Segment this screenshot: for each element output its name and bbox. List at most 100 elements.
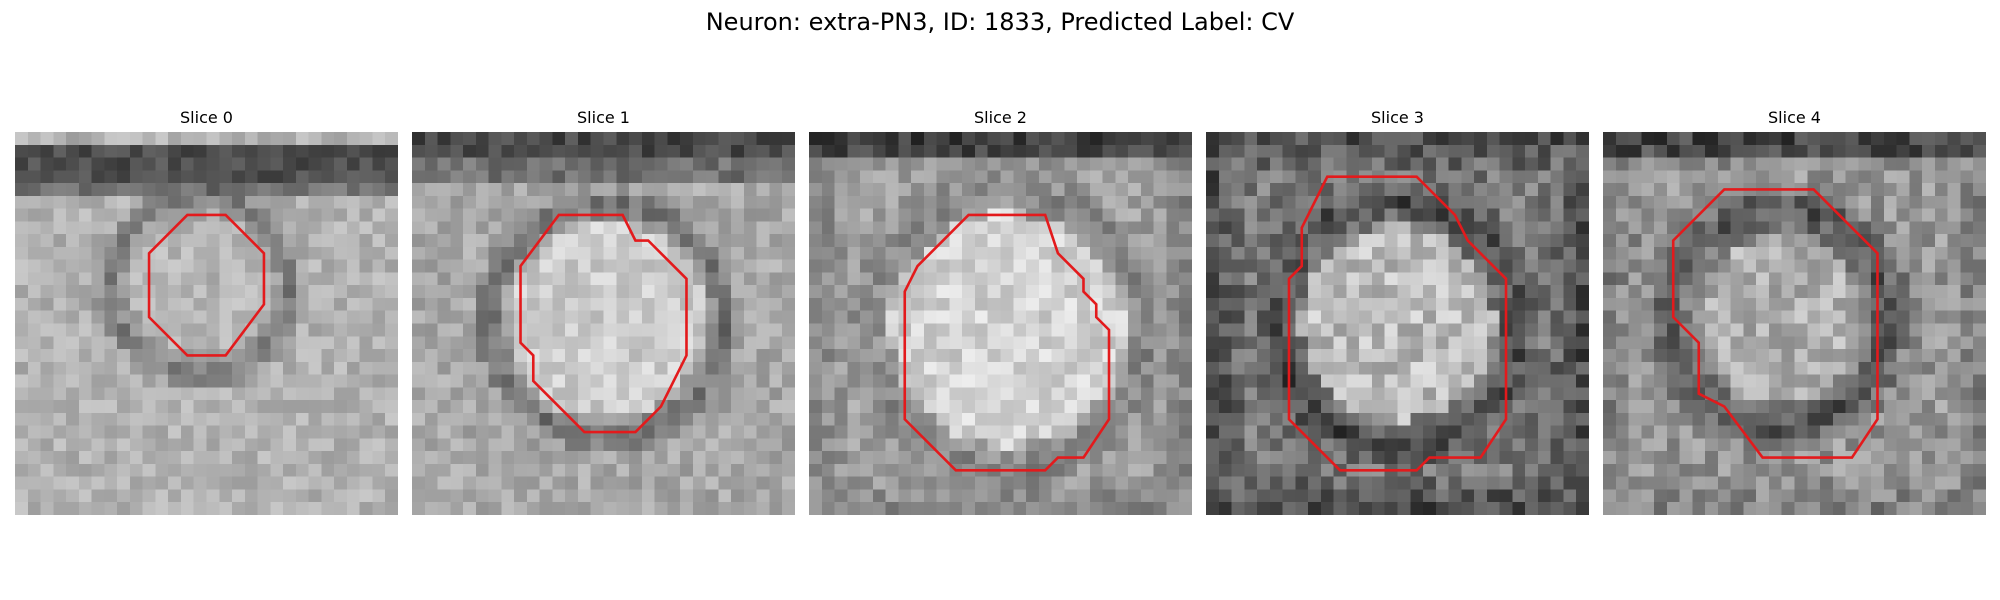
image-pixel	[1206, 323, 1220, 337]
image-pixel	[1244, 412, 1258, 426]
image-pixel	[1371, 272, 1385, 286]
image-pixel	[949, 489, 963, 503]
image-pixel	[1922, 259, 1936, 273]
image-pixel	[1845, 489, 1859, 503]
image-pixel	[475, 297, 489, 311]
image-pixel	[692, 400, 706, 414]
image-pixel	[283, 349, 297, 363]
image-pixel	[488, 195, 502, 209]
image-pixel	[1550, 208, 1564, 222]
image-pixel	[40, 451, 54, 465]
image-pixel	[1102, 157, 1116, 171]
image-pixel	[1960, 259, 1974, 273]
image-pixel	[501, 361, 515, 375]
image-pixel	[463, 157, 477, 171]
image-pixel	[1692, 463, 1706, 477]
image-pixel	[1679, 132, 1693, 146]
image-pixel	[1077, 336, 1091, 350]
image-pixel	[1423, 272, 1437, 286]
image-pixel	[1922, 285, 1936, 299]
image-pixel	[1295, 412, 1309, 426]
image-pixel	[641, 323, 655, 337]
image-pixel	[27, 183, 41, 197]
image-pixel	[911, 132, 925, 146]
image-pixel	[206, 412, 220, 426]
image-pixel	[809, 157, 823, 171]
image-pixel	[911, 476, 925, 490]
image-pixel	[1883, 489, 1897, 503]
image-pixel	[1909, 246, 1923, 260]
image-pixel	[1654, 451, 1668, 465]
image-pixel	[1013, 425, 1027, 439]
image-pixel	[1807, 425, 1821, 439]
image-pixel	[1000, 361, 1014, 375]
image-pixel	[1973, 502, 1986, 515]
image-pixel	[809, 183, 823, 197]
image-pixel	[692, 297, 706, 311]
image-pixel	[641, 246, 655, 260]
image-pixel	[295, 412, 309, 426]
image-pixel	[1295, 489, 1309, 503]
image-pixel	[565, 336, 579, 350]
image-pixel	[974, 451, 988, 465]
image-pixel	[334, 259, 348, 273]
image-pixel	[1871, 234, 1885, 248]
image-pixel	[1320, 183, 1334, 197]
image-pixel	[936, 502, 950, 515]
image-pixel	[1206, 246, 1220, 260]
image-pixel	[501, 374, 515, 388]
image-pixel	[66, 221, 80, 235]
image-pixel	[1051, 438, 1065, 452]
image-pixel	[501, 183, 515, 197]
image-pixel	[743, 323, 757, 337]
image-pixel	[1717, 285, 1731, 299]
image-pixel	[232, 234, 246, 248]
image-pixel	[1537, 438, 1551, 452]
image-pixel	[962, 374, 976, 388]
image-pixel	[1461, 489, 1475, 503]
image-pixel	[1603, 476, 1617, 490]
image-pixel	[155, 272, 169, 286]
image-pixel	[962, 297, 976, 311]
image-pixel	[872, 476, 886, 490]
image-pixel	[1231, 170, 1245, 184]
image-pixel	[1038, 387, 1052, 401]
image-pixel	[1089, 272, 1103, 286]
image-pixel	[1679, 272, 1693, 286]
image-pixel	[590, 297, 604, 311]
image-pixel	[1525, 323, 1539, 337]
image-pixel	[1909, 221, 1923, 235]
image-pixel	[1909, 297, 1923, 311]
image-pixel	[1448, 285, 1462, 299]
image-pixel	[1295, 272, 1309, 286]
image-pixel	[270, 183, 284, 197]
image-pixel	[1794, 463, 1808, 477]
image-pixel	[1807, 285, 1821, 299]
image-pixel	[15, 387, 29, 401]
image-pixel	[1781, 476, 1795, 490]
image-pixel	[1423, 387, 1437, 401]
image-pixel	[1308, 259, 1322, 273]
image-pixel	[1448, 374, 1462, 388]
image-pixel	[168, 259, 182, 273]
image-pixel	[629, 132, 643, 146]
image-pixel	[219, 183, 233, 197]
image-pixel	[1654, 489, 1668, 503]
image-pixel	[450, 246, 464, 260]
image-pixel	[1308, 374, 1322, 388]
image-pixel	[1922, 361, 1936, 375]
image-pixel	[257, 144, 271, 158]
image-pixel	[168, 208, 182, 222]
image-pixel	[334, 195, 348, 209]
image-pixel	[1384, 361, 1398, 375]
image-pixel	[219, 438, 233, 452]
image-pixel	[1064, 310, 1078, 324]
image-pixel	[1781, 400, 1795, 414]
image-pixel	[385, 246, 398, 260]
image-pixel	[1486, 400, 1500, 414]
slice-panel-0: Slice 0	[15, 104, 398, 515]
image-pixel	[641, 195, 655, 209]
image-pixel	[911, 183, 925, 197]
image-pixel	[1947, 336, 1961, 350]
image-pixel	[821, 144, 835, 158]
